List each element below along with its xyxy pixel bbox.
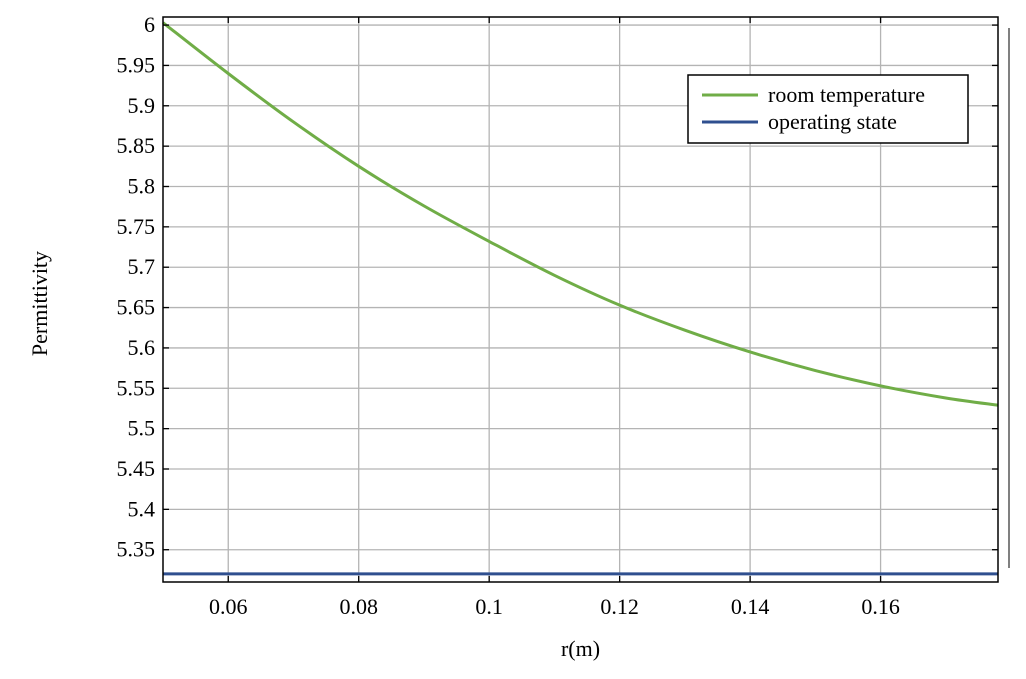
y-tick-label: 5.5 — [128, 416, 156, 441]
y-tick-label: 5.8 — [128, 174, 156, 199]
y-tick-label: 5.85 — [117, 133, 156, 158]
x-tick-label: 0.1 — [475, 594, 503, 619]
y-tick-label: 5.45 — [117, 456, 156, 481]
y-tick-label: 5.35 — [117, 537, 156, 562]
y-axis-title: Permittivity — [27, 251, 52, 356]
x-tick-label: 0.16 — [861, 594, 900, 619]
x-tick-label: 0.06 — [209, 594, 248, 619]
y-tick-label: 5.7 — [128, 254, 156, 279]
plot-frame — [162, 16, 999, 583]
x-tick-label: 0.08 — [339, 594, 378, 619]
y-tick-label: 5.65 — [117, 295, 156, 320]
y-tick-label: 5.4 — [128, 496, 156, 521]
data-series — [162, 21, 999, 576]
x-tick-label: 0.12 — [600, 594, 639, 619]
legend-label-room-temperature: room temperature — [768, 82, 925, 107]
series-line-room-temperature — [162, 21, 999, 407]
legend: room temperature operating state — [687, 74, 969, 144]
axis-ticks: 0.06 0.08 0.1 0.12 0.14 0.16 5.35 5.4 5.45 5.5 5.5… — [117, 12, 998, 619]
legend-label-operating-state: operating state — [768, 109, 897, 134]
y-tick-label: 5.6 — [128, 335, 156, 360]
legend-box — [687, 74, 969, 144]
y-tick-label: 5.55 — [117, 375, 156, 400]
grid-lines — [163, 17, 998, 582]
y-tick-label: 5.95 — [117, 52, 156, 77]
y-tick-label: 5.9 — [128, 93, 156, 118]
y-tick-label: 6 — [144, 12, 155, 37]
x-tick-label: 0.14 — [731, 594, 770, 619]
x-axis-title: r(m) — [561, 636, 600, 661]
y-tick-label: 5.75 — [117, 214, 156, 239]
